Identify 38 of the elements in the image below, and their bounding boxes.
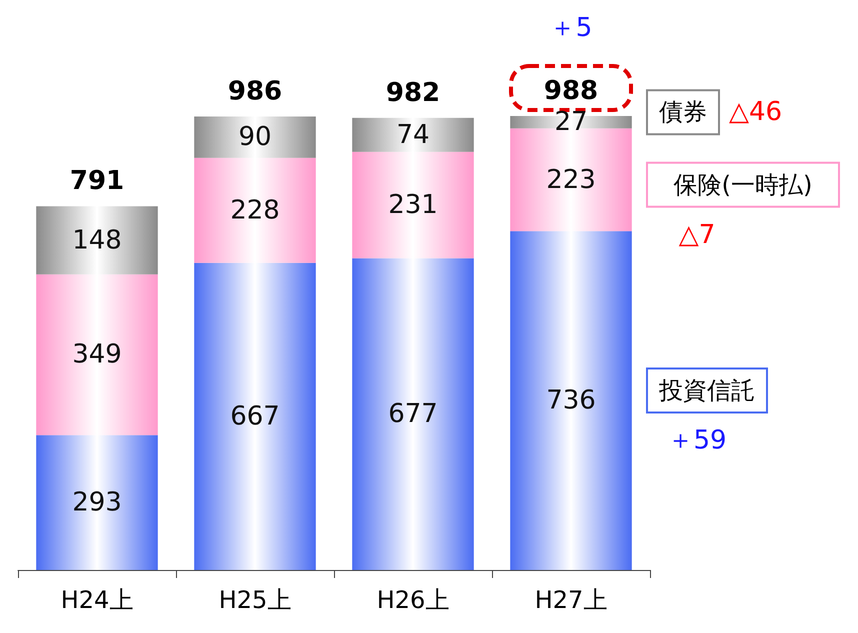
bar [352,152,474,258]
data-label: 736 [546,386,596,416]
data-label: 148 [72,225,122,256]
bar [36,206,158,274]
bar [352,258,474,570]
total-label: 791 [70,166,124,196]
total-label: 986 [228,76,282,106]
bar [194,116,316,158]
text: ＋5 [550,13,592,43]
total-label: 988 [544,76,598,106]
data-label: 74 [396,120,430,150]
bar [510,231,632,570]
bar [352,118,474,152]
x-tick-label: H26上 [376,586,450,614]
bar [36,435,158,570]
x-tick-label: H24上 [60,586,134,614]
series-label: 投資信託 [658,376,755,405]
data-label: 667 [230,401,280,432]
data-label: 349 [72,340,122,370]
data-label: 231 [388,190,438,220]
total-label: 982 [386,78,440,108]
text: △7 [678,220,716,250]
series-label: 債券 [659,98,707,126]
bar [510,128,632,232]
x-tick-label: H27上 [534,586,608,614]
data-label: 90 [238,122,272,152]
text: △46 [729,97,782,128]
data-label: 228 [230,195,280,226]
data-label: 677 [388,399,438,430]
bar [194,158,316,263]
data-label: 293 [72,488,122,518]
text: ＋59 [667,426,727,456]
series-label: 保険(一時払) [674,170,812,199]
data-label: 223 [546,164,596,195]
data-label: 27 [554,107,588,138]
x-tick-label: H25上 [218,586,292,614]
bar [36,274,158,436]
bar [194,262,316,570]
